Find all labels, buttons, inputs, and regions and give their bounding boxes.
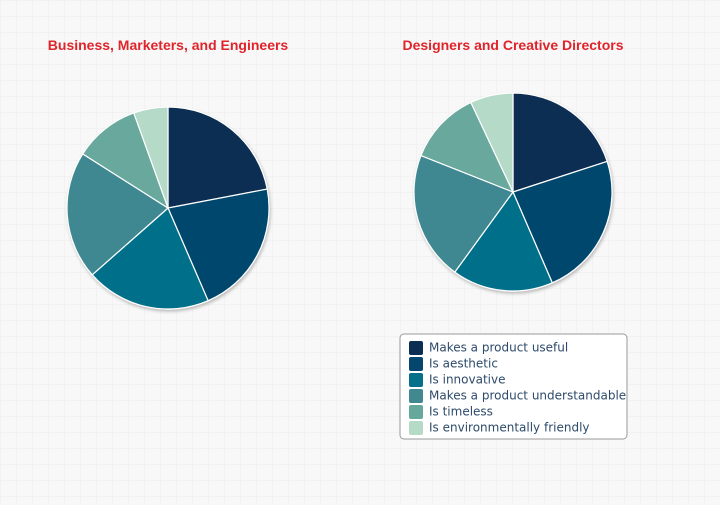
legend-swatch: [409, 341, 423, 355]
pie-slice: [133, 106, 169, 209]
legend-label: Is aesthetic: [429, 357, 498, 371]
legend-swatch: [409, 389, 423, 403]
pie-slice: [420, 101, 515, 194]
legend-box: [399, 333, 628, 440]
legend-label: Is timeless: [429, 405, 493, 419]
legend-label: Is innovative: [429, 373, 505, 387]
pie: [413, 92, 613, 292]
legend-swatch: [409, 405, 423, 419]
pie-slice: [512, 92, 608, 193]
legend-label: Makes a product understandable: [429, 389, 626, 403]
legend-label: Makes a product useful: [429, 341, 568, 355]
pie-slice: [167, 188, 270, 302]
pie-slice: [167, 106, 268, 209]
pie-slice: [91, 207, 209, 310]
legend-swatch: [409, 357, 423, 371]
pie-slice: [66, 153, 169, 276]
pie: [66, 106, 270, 310]
pie-slice: [470, 92, 514, 193]
chart-title: Designers and Creative Directors: [403, 37, 624, 53]
legend-swatch: [409, 373, 423, 387]
chart-title: Business, Marketers, and Engineers: [48, 37, 289, 53]
pie-slice: [512, 160, 613, 284]
legend-swatch: [409, 421, 423, 435]
legend-label: Is environmentally friendly: [429, 421, 590, 435]
pie-slice: [453, 190, 554, 292]
pie-slice: [413, 154, 514, 273]
